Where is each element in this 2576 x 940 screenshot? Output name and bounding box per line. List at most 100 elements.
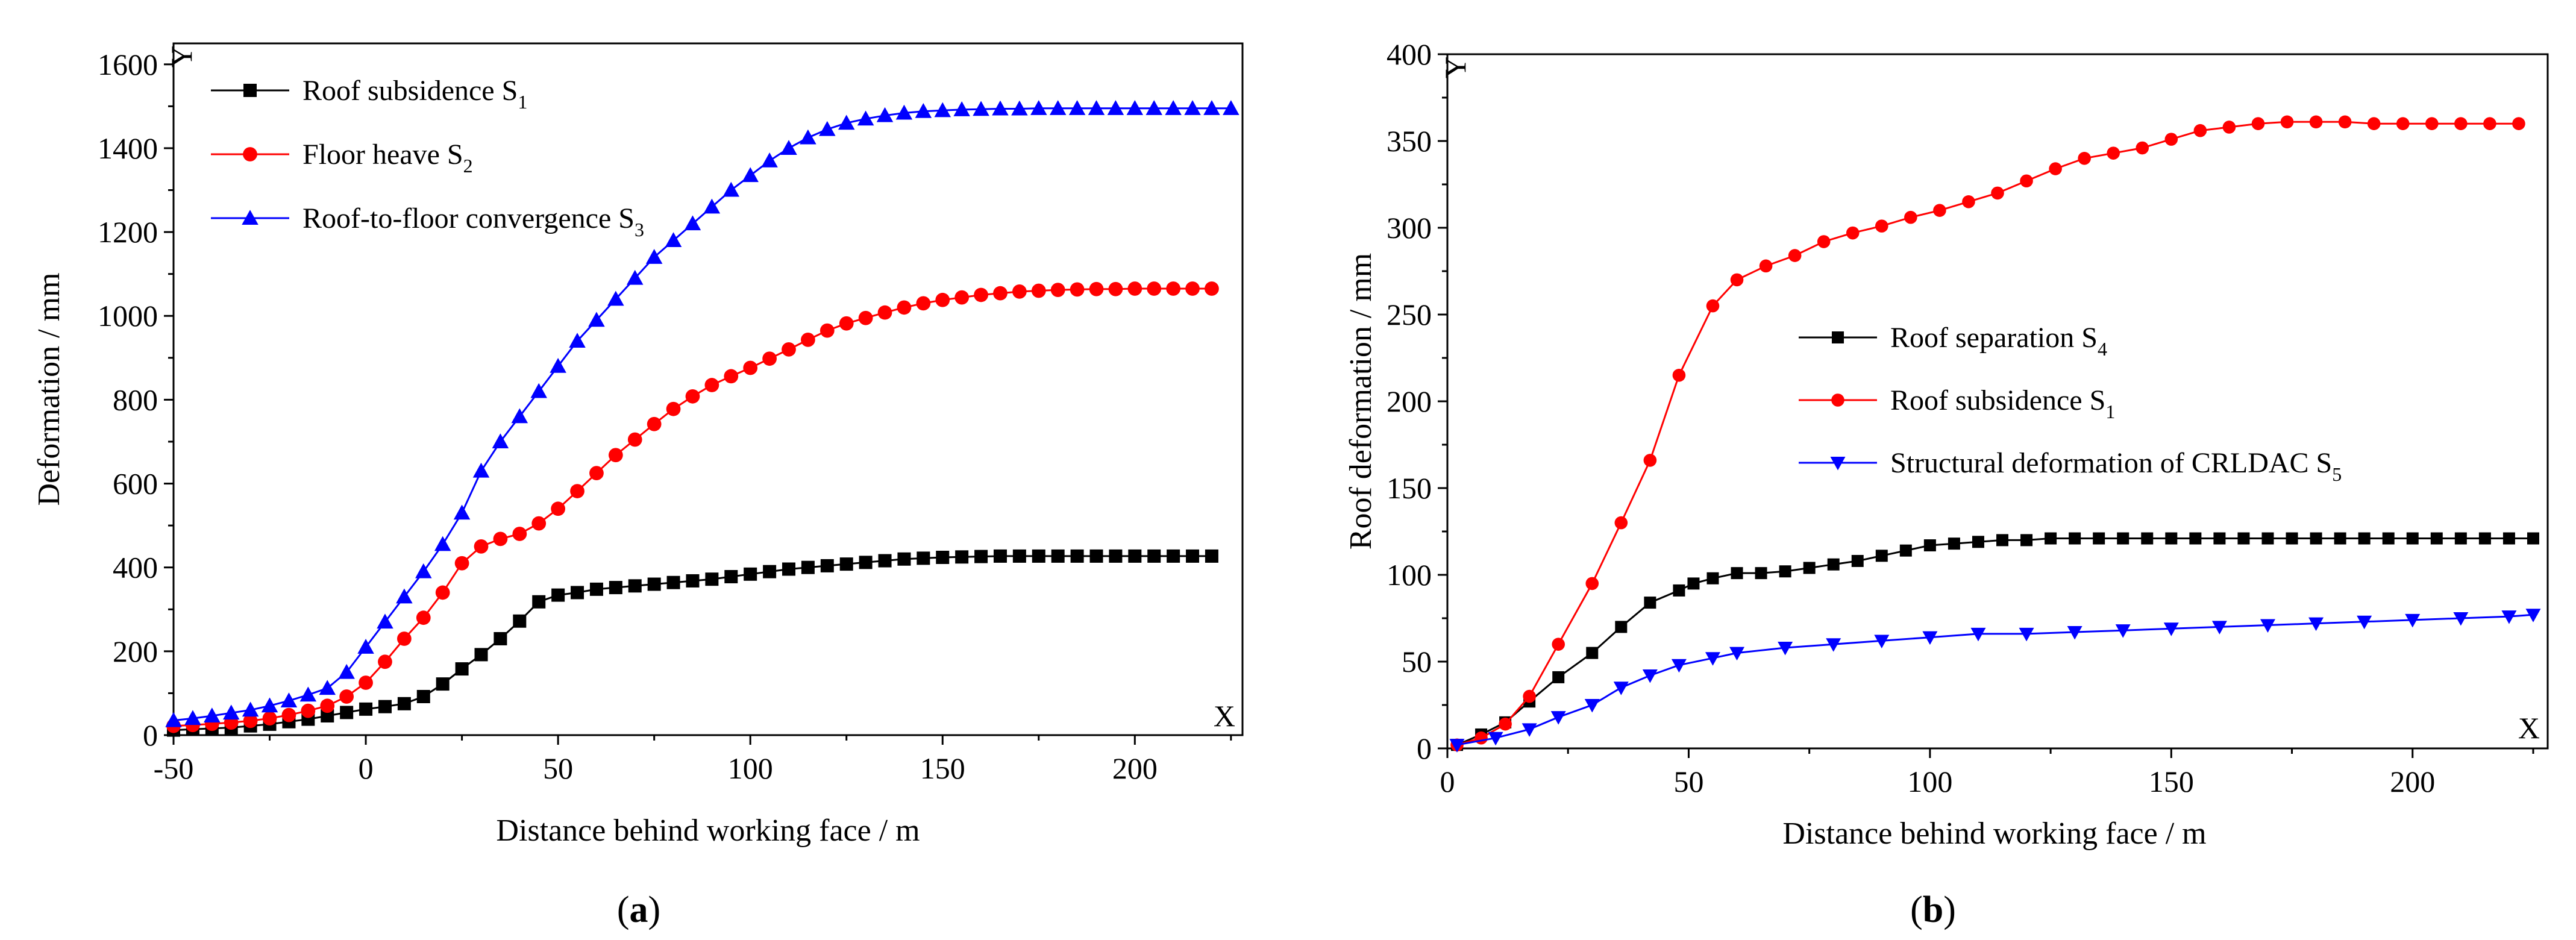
panel-a-series-1-point bbox=[1070, 549, 1084, 563]
panel-b-x-tick-label: 150 bbox=[2149, 765, 2194, 798]
panel-b-y-tick-label: 400 bbox=[1387, 37, 1432, 71]
panel-b-series-2-point bbox=[2454, 117, 2468, 130]
panel-b-series-1-point bbox=[2141, 532, 2154, 545]
panel-a-legend-swatch-marker bbox=[242, 210, 259, 225]
panel-a-legend-label-main: Floor heave S bbox=[302, 139, 463, 171]
panel-a-series-1-point bbox=[993, 549, 1007, 563]
panel-a-series-3-point bbox=[434, 536, 451, 551]
panel-b-series-3-point bbox=[1826, 638, 1841, 652]
panel-a-series-3-point bbox=[1107, 100, 1124, 115]
panel-a-series-3-point bbox=[261, 697, 278, 713]
panel-b-y-tick-label: 0 bbox=[1417, 732, 1432, 765]
panel-b-series-2-point bbox=[1499, 717, 1512, 731]
panel-a-series-3-point bbox=[800, 129, 816, 145]
panel-a-series-3-point bbox=[934, 102, 951, 118]
panel-b-x-tick-label: 0 bbox=[1440, 765, 1455, 798]
panel-a-series-3-point bbox=[299, 686, 317, 702]
panel-b-y-tick-label: 100 bbox=[1387, 558, 1432, 592]
panel-b-series-3-point bbox=[2067, 626, 2082, 640]
panel-b-y-tick-label: 250 bbox=[1387, 298, 1432, 331]
panel-b-series-1-point bbox=[2286, 532, 2298, 545]
panel-a-series-3-point bbox=[1088, 100, 1105, 115]
panel-b-y-axis-title: Roof deformation / mm bbox=[1344, 253, 1378, 550]
panel-a-legend-label-main: Roof subsidence S bbox=[302, 75, 518, 107]
panel-a-series-1-point bbox=[801, 560, 815, 574]
panel-a-series-2-point bbox=[858, 310, 873, 325]
panel-a-series-2-line bbox=[173, 287, 1212, 727]
panel-b-series-2 bbox=[1450, 115, 2525, 752]
panel-b-series-3-point bbox=[1874, 634, 1890, 648]
panel-b-x-axis-letter: X bbox=[2518, 711, 2540, 745]
panel-b-series-2-point bbox=[2020, 174, 2033, 188]
panel-b-series-1-point bbox=[2502, 532, 2515, 545]
panel-a-series-3-point bbox=[703, 198, 721, 214]
panel-a-series-3-point bbox=[530, 383, 547, 398]
panel-a-series-1-point bbox=[397, 697, 411, 710]
panel-b-series-1-point bbox=[1706, 572, 1719, 584]
panel-a-series-3-point bbox=[338, 663, 355, 679]
panel-a-series-3-point bbox=[165, 712, 182, 727]
panel-b-series-2-point bbox=[2512, 117, 2525, 130]
panel-a-y-axis-letter: Y bbox=[165, 46, 198, 67]
panel-a-series-3-point bbox=[857, 110, 874, 126]
panel-a-series-2-point bbox=[1166, 281, 1181, 296]
panel-b-series-2-point bbox=[1672, 369, 1686, 382]
panel-a-series-3-point bbox=[1145, 100, 1162, 115]
panel-a-series-1-point bbox=[705, 572, 719, 586]
panel-a-series-1-point bbox=[763, 565, 777, 578]
panel-a-series-1-point bbox=[340, 706, 354, 719]
panel-a-x-tick-label: 200 bbox=[1112, 751, 1158, 785]
panel-b-series-2-point bbox=[2396, 117, 2410, 130]
panel-b-series-3-point bbox=[2308, 617, 2324, 631]
panel-a-series-2-point bbox=[1108, 281, 1123, 296]
panel-b-series-1-point bbox=[2045, 532, 2057, 545]
panel-b-series-1-line bbox=[1456, 537, 2533, 746]
panel-b-x-tick-label: 100 bbox=[1907, 765, 1952, 798]
panel-a-series-2-point bbox=[531, 516, 547, 531]
panel-b-series-3-point bbox=[2163, 622, 2179, 636]
panel-b-series-2-point bbox=[2338, 115, 2352, 129]
panel-b-y-tick-label: 350 bbox=[1387, 124, 1432, 158]
panel-b-series-1-point bbox=[1996, 534, 2009, 547]
panel-b-series-1-point bbox=[2358, 532, 2371, 545]
panel-a-series-2-point bbox=[839, 316, 854, 331]
panel-a-series-2-point bbox=[685, 389, 700, 404]
panel-a-series-1-point bbox=[839, 557, 853, 571]
panel-a-series-2-point bbox=[320, 698, 335, 713]
panel-b-series-1-point bbox=[2189, 532, 2202, 545]
panel-b-series-2-point bbox=[2164, 133, 2178, 146]
panel-a-series-3-point bbox=[396, 588, 413, 604]
panel-b-series-3-point bbox=[2453, 612, 2469, 626]
panel-b-y-tick-label: 50 bbox=[1402, 645, 1432, 678]
panel-a-series-2-point bbox=[1070, 282, 1085, 297]
panel-b-series-1-point bbox=[1803, 562, 1816, 574]
panel-b-x-tick-label: 50 bbox=[1673, 765, 1703, 798]
panel-a-series-3-point bbox=[953, 101, 970, 116]
panel-a-plot-frame bbox=[172, 42, 1244, 736]
panel-a-series-3-point bbox=[915, 102, 932, 118]
panel-b-series-1-point bbox=[1948, 537, 1960, 550]
panel-a-legend-label-subscript: 2 bbox=[463, 155, 473, 177]
panel-a-caption-letter: a bbox=[630, 889, 648, 930]
panel-b-y-tick-label: 300 bbox=[1387, 211, 1432, 245]
panel-b-series-1-point bbox=[1755, 567, 1767, 580]
panel-b-series-1-point bbox=[1731, 567, 1743, 580]
panel-a-series-2-point bbox=[954, 290, 970, 305]
panel-b-series-2-point bbox=[1706, 299, 1720, 313]
panel-a-series-2-point bbox=[1147, 281, 1162, 296]
panel-a-series-2-point bbox=[704, 378, 719, 392]
panel-a-series-2-point bbox=[1127, 281, 1142, 296]
panel-a-series-3-point bbox=[895, 104, 913, 120]
panel-a-series-2-point bbox=[647, 416, 662, 431]
panel-a-series-3-point bbox=[684, 215, 701, 231]
panel-b-series-2-point bbox=[1759, 259, 1773, 273]
panel-a-series-1-point bbox=[1147, 549, 1161, 563]
panel-a-series-3-point bbox=[973, 101, 989, 116]
panel-b-legend-label-subscript: 4 bbox=[2098, 338, 2107, 360]
panel-a-series-3-point bbox=[550, 357, 566, 373]
panel-a-series-3-point bbox=[357, 639, 374, 654]
panel-a-series-1-point bbox=[609, 581, 622, 595]
panel-a-series-2-point bbox=[935, 292, 950, 307]
panel-a-series-1-point bbox=[782, 562, 796, 576]
panel-b-legend-label-subscript: 5 bbox=[2332, 463, 2342, 485]
